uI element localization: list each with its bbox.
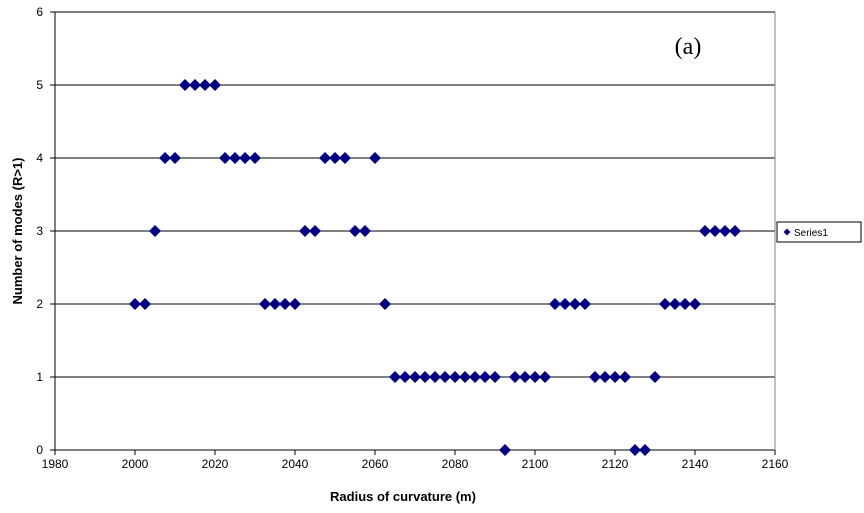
data-point-0-14 [269,298,281,310]
data-point-0-37 [499,444,511,456]
data-point-0-34 [469,371,481,383]
data-point-0-16 [289,298,301,310]
data-point-0-48 [609,371,621,383]
data-point-0-12 [249,152,261,164]
y-tick-label-3: 3 [36,224,43,238]
y-tick-label-2: 2 [36,297,43,311]
data-point-0-25 [379,298,391,310]
data-point-0-42 [549,298,561,310]
data-point-0-31 [439,371,451,383]
x-tick-label-1: 2000 [122,457,149,471]
data-point-0-57 [699,225,711,237]
x-tick-labels: 1980 2000 2020 2040 2060 2080 2100 2120 2140 2160 [42,450,789,471]
data-point-0-50 [629,444,641,456]
data-point-0-21 [339,152,351,164]
data-point-0-22 [349,225,361,237]
legend-label: Series1 [794,228,828,239]
x-tick-label-9: 2160 [762,457,789,471]
data-point-0-24 [369,152,381,164]
data-point-0-15 [279,298,291,310]
data-point-0-5 [179,79,191,91]
data-point-0-32 [449,371,461,383]
data-point-0-18 [309,225,321,237]
data-point-0-0 [129,298,141,310]
y-axis-title: Number of modes (R>1) [10,158,25,305]
data-point-0-43 [559,298,571,310]
data-point-0-53 [659,298,671,310]
x-tick-label-7: 2120 [602,457,629,471]
data-point-0-47 [599,371,611,383]
data-point-0-35 [479,371,491,383]
data-point-0-10 [229,152,241,164]
data-point-0-4 [169,152,181,164]
y-tick-label-6: 6 [36,5,43,19]
data-point-0-38 [509,371,521,383]
data-point-0-39 [519,371,531,383]
data-point-0-17 [299,225,311,237]
panel-label: (a) [675,34,702,60]
data-point-0-2 [149,225,161,237]
data-point-0-40 [529,371,541,383]
data-point-0-20 [329,152,341,164]
data-point-0-27 [399,371,411,383]
x-tick-label-8: 2140 [682,457,709,471]
data-point-0-8 [209,79,221,91]
data-point-0-13 [259,298,271,310]
x-axis-title: Radius of curvature (m) [330,489,476,504]
x-tick-label-0: 1980 [42,457,69,471]
data-point-0-51 [639,444,651,456]
x-tick-label-5: 2080 [442,457,469,471]
data-point-0-7 [199,79,211,91]
data-point-0-1 [139,298,151,310]
y-tick-label-4: 4 [36,151,43,165]
data-point-0-6 [189,79,201,91]
legend: Series1 [776,221,862,243]
data-point-0-44 [569,298,581,310]
data-point-0-28 [409,371,421,383]
data-point-0-58 [709,225,721,237]
legend-box [776,221,862,243]
data-point-0-36 [489,371,501,383]
data-point-0-46 [589,371,601,383]
data-point-0-33 [459,371,471,383]
data-point-0-11 [239,152,251,164]
y-tick-labels: 0 1 2 3 4 5 6 [36,5,55,457]
data-points [129,79,741,456]
data-point-0-60 [729,225,741,237]
data-point-0-56 [689,298,701,310]
data-point-0-59 [719,225,731,237]
data-point-0-26 [389,371,401,383]
x-tick-label-6: 2100 [522,457,549,471]
data-point-0-41 [539,371,551,383]
data-point-0-9 [219,152,231,164]
data-point-0-23 [359,225,371,237]
data-point-0-45 [579,298,591,310]
legend-marker-diamond-icon [783,228,791,236]
data-point-0-49 [619,371,631,383]
x-tick-label-3: 2040 [282,457,309,471]
y-tick-label-1: 1 [36,370,43,384]
data-point-0-55 [679,298,691,310]
data-point-0-52 [649,371,661,383]
data-point-0-29 [419,371,431,383]
y-tick-label-0: 0 [36,443,43,457]
y-tick-label-5: 5 [36,78,43,92]
data-point-0-30 [429,371,441,383]
data-point-0-54 [669,298,681,310]
x-tick-label-2: 2020 [202,457,229,471]
data-point-0-3 [159,152,171,164]
x-tick-label-4: 2060 [362,457,389,471]
data-point-0-19 [319,152,331,164]
